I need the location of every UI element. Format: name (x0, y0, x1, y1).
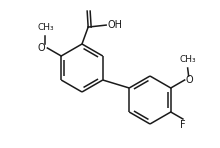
Text: CH₃: CH₃ (37, 23, 54, 32)
Text: O: O (186, 75, 193, 85)
Text: CH₃: CH₃ (179, 55, 196, 64)
Text: F: F (180, 120, 186, 130)
Text: O: O (38, 43, 45, 53)
Text: OH: OH (107, 20, 122, 30)
